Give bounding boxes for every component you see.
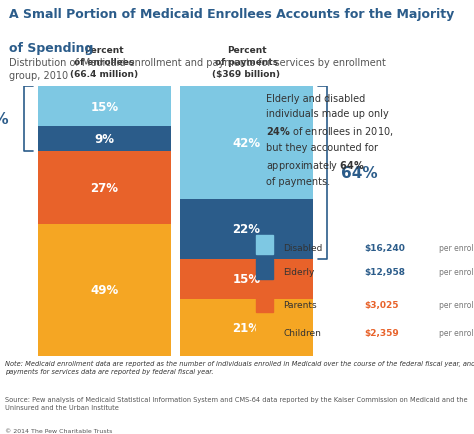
- Bar: [180, 87, 313, 200]
- Text: A Small Portion of Medicaid Enrollees Accounts for the Majority: A Small Portion of Medicaid Enrollees Ac…: [9, 8, 455, 21]
- Text: $3,025: $3,025: [365, 300, 399, 309]
- Text: Distribution of Medicaid enrollment and payments for services by enrollment
grou: Distribution of Medicaid enrollment and …: [9, 58, 386, 81]
- Text: 49%: 49%: [90, 283, 118, 296]
- Text: Note: Medicaid enrollment data are reported as the number of individuals enrolle: Note: Medicaid enrollment data are repor…: [5, 360, 474, 374]
- Text: © 2014 The Pew Charitable Trusts: © 2014 The Pew Charitable Trusts: [5, 428, 112, 433]
- Bar: [38, 151, 171, 224]
- Text: 15%: 15%: [232, 273, 261, 286]
- Text: Children: Children: [283, 328, 321, 337]
- Text: $2,359: $2,359: [365, 328, 399, 337]
- Text: per enrollee: per enrollee: [439, 267, 474, 276]
- Text: 27%: 27%: [90, 181, 118, 194]
- Text: 42%: 42%: [232, 137, 261, 150]
- Text: 15%: 15%: [90, 101, 118, 113]
- Text: 9%: 9%: [94, 133, 114, 146]
- Text: Parents: Parents: [283, 300, 317, 309]
- Bar: [38, 127, 171, 151]
- Text: per enrollee: per enrollee: [439, 243, 474, 252]
- Text: 24%: 24%: [0, 112, 9, 127]
- Bar: [38, 87, 171, 127]
- Bar: [38, 224, 171, 356]
- Text: per enrollee: per enrollee: [439, 328, 474, 337]
- Text: Percent
of enrollees
(66.4 million): Percent of enrollees (66.4 million): [70, 46, 138, 79]
- Text: of Spending: of Spending: [9, 41, 94, 54]
- Bar: [256, 320, 273, 340]
- Bar: [256, 235, 273, 255]
- Text: Source: Pew analysis of Medicaid Statistical Information System and CMS-64 data : Source: Pew analysis of Medicaid Statist…: [5, 397, 467, 411]
- Text: 21%: 21%: [232, 321, 261, 334]
- Text: $12,958: $12,958: [365, 267, 405, 276]
- Text: 64%: 64%: [341, 165, 378, 181]
- Bar: [180, 259, 313, 299]
- Text: Elderly: Elderly: [283, 267, 314, 276]
- Text: Elderly and disabled
individuals made up only
$\mathbf{24\%}$ of enrollees in 20: Elderly and disabled individuals made up…: [266, 94, 394, 187]
- Bar: [256, 260, 273, 279]
- Bar: [180, 200, 313, 259]
- Bar: [180, 299, 313, 356]
- Text: Percent
of payments
($369 billion): Percent of payments ($369 billion): [212, 46, 281, 79]
- Text: Disabled: Disabled: [283, 243, 322, 252]
- Text: 22%: 22%: [232, 223, 261, 236]
- Text: $16,240: $16,240: [365, 243, 405, 252]
- Text: per enrollee: per enrollee: [439, 300, 474, 309]
- Bar: [256, 293, 273, 312]
